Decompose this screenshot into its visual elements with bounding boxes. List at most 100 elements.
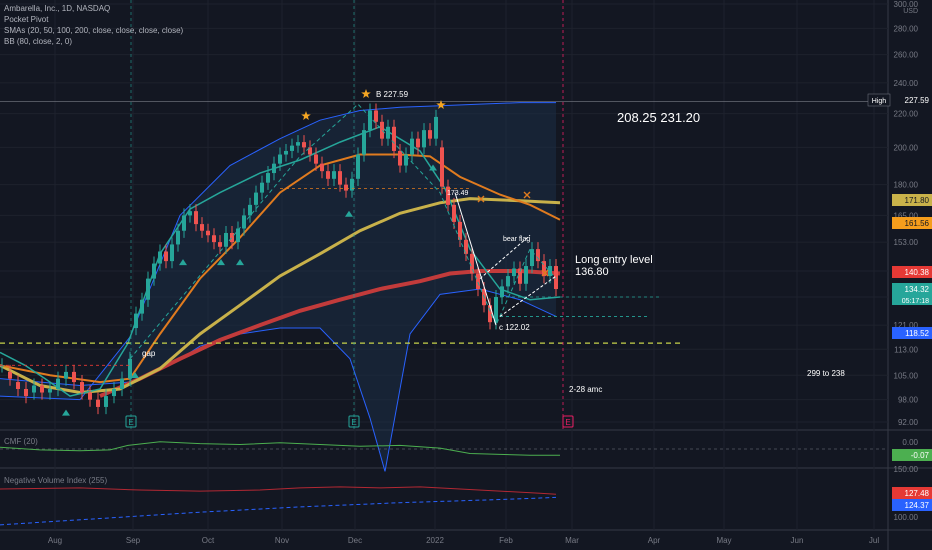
candle-body: [374, 110, 378, 122]
nvi-value-bg: [892, 499, 932, 511]
candle-body: [158, 251, 162, 264]
cmf-value-bg: [892, 449, 932, 461]
price-tick-label: 165.00: [894, 211, 919, 220]
earnings-e-text: E: [565, 418, 570, 427]
candle-body: [386, 126, 390, 139]
candle-body: [206, 230, 210, 236]
bear-flag-upper: [479, 234, 531, 279]
candle-body: [434, 116, 438, 139]
candle-body: [170, 244, 174, 262]
candle-body: [164, 251, 168, 262]
candle-body: [314, 154, 318, 164]
candle-body: [230, 232, 234, 243]
time-tick-label: Apr: [648, 536, 661, 545]
candle-body: [8, 371, 12, 379]
sma200-line: [99, 269, 561, 398]
candle-body: [308, 147, 312, 155]
candle-body: [112, 388, 116, 397]
price-tag-bg: [892, 94, 932, 106]
candle-body: [524, 266, 528, 284]
indicator-bb: BB (80, close, 2, 0): [4, 37, 73, 46]
pocket-pivot-marker: [429, 164, 437, 171]
nvi-value: 124.37: [905, 501, 930, 510]
cmf-pane: -0.07 0.00: [0, 438, 932, 461]
candle-body: [176, 230, 180, 245]
candle-body: [0, 365, 4, 367]
price-tag-value: 171.80: [905, 196, 930, 205]
candle-body: [64, 371, 68, 379]
time-tick-label: 2022: [426, 536, 444, 545]
candle-body: [518, 268, 522, 284]
time-tick-label: Jul: [869, 536, 879, 545]
nvi-ma-line: [0, 496, 557, 526]
time-tick-label: Feb: [499, 536, 513, 545]
candle-body: [284, 150, 288, 155]
time-axis: Aug Sep Oct Nov Dec 2022 Feb Mar Apr May Jun Jul: [48, 536, 879, 545]
candle-body: [72, 371, 76, 383]
price-tag-bg: [892, 217, 932, 229]
candle-body: [296, 142, 300, 146]
candle-body: [356, 154, 360, 179]
candle-body: [218, 242, 222, 247]
candle-body: [542, 261, 546, 277]
candle-body: [104, 396, 108, 407]
candle-body: [272, 163, 276, 174]
pocket-pivot-marker: [62, 409, 70, 416]
candle-body: [24, 388, 28, 397]
price-tag-name-bg: [867, 93, 891, 107]
candle-body: [212, 235, 216, 243]
price-tick-label: 113.00: [894, 345, 918, 354]
candle-body: [332, 171, 336, 179]
candle-body: [512, 268, 516, 277]
bear-flag-lower: [499, 275, 557, 317]
price-tick-label: 92.00: [898, 418, 919, 427]
star-marker: [436, 100, 446, 109]
price-tag-value: 227.59: [905, 96, 930, 105]
candle-body: [494, 297, 498, 323]
price-tag-countdown: 05:17:18: [902, 298, 929, 305]
wave-path: [129, 103, 557, 360]
candle-body: [40, 385, 44, 393]
pocket-pivot-marker: [179, 259, 187, 266]
wave-c-label: c 122.02: [499, 323, 530, 332]
candle-body: [500, 286, 504, 298]
candle-body: [188, 211, 192, 216]
nvi-line: [0, 486, 557, 495]
time-tick-label: Dec: [348, 536, 362, 545]
candle-body: [254, 192, 258, 205]
candle-body: [350, 178, 354, 191]
candle-body: [344, 184, 348, 191]
candle-body: [380, 121, 384, 139]
price-tick-label: 98.00: [898, 396, 919, 405]
candle-body: [398, 150, 402, 166]
candle-body: [530, 249, 534, 267]
candle-body: [464, 239, 468, 254]
candle-body: [140, 299, 144, 314]
wave-b-label: B 227.59: [376, 90, 409, 99]
moving-averages: [0, 125, 561, 398]
candle-body: [368, 110, 372, 131]
candle-body: [80, 382, 84, 393]
price-tag-name: High: [872, 98, 887, 105]
bear-flag-label: bear flag: [503, 236, 531, 243]
price-unit-label: USD: [903, 8, 918, 15]
price-tick-label: 105.00: [894, 371, 919, 380]
candle-body: [224, 232, 228, 247]
indicator-smas: SMAs (20, 50, 100, 200, close, close, cl…: [4, 26, 184, 35]
candle-body: [146, 278, 150, 300]
candle-body: [200, 224, 204, 231]
price-tag-value: 134.32: [905, 285, 930, 294]
candle-body: [16, 382, 20, 389]
candle-body: [452, 204, 456, 222]
candle-body: [88, 392, 92, 400]
candle-body: [32, 385, 36, 393]
pocket-pivot-marker: [217, 259, 225, 266]
earnings-note: 2-28 amc: [569, 385, 603, 394]
candle-body: [134, 313, 138, 329]
nvi-value: 127.48: [905, 489, 930, 498]
sma100-line: [0, 197, 561, 395]
candle-body: [554, 266, 558, 290]
earnings-e-box: [562, 415, 574, 428]
